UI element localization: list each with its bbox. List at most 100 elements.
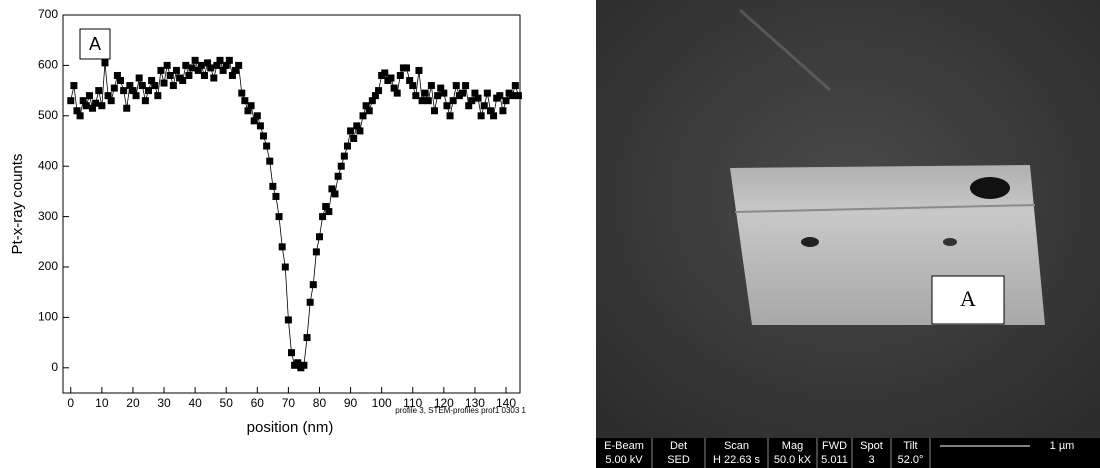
data-point	[315, 233, 323, 241]
y-tick-label: 600	[38, 58, 58, 72]
data-point	[371, 92, 379, 100]
data-point	[188, 64, 196, 72]
data-point	[132, 92, 140, 100]
data-point	[496, 92, 504, 100]
x-tick-label: 80	[313, 396, 327, 410]
info-header: Spot	[860, 440, 883, 452]
data-point	[166, 71, 174, 79]
plot-frame	[62, 14, 521, 394]
y-tick-label: 200	[38, 259, 58, 273]
data-point	[406, 77, 414, 85]
data-point	[89, 104, 97, 112]
data-point	[204, 59, 212, 67]
data-point	[157, 66, 165, 74]
data-point	[440, 89, 448, 97]
data-point	[154, 92, 162, 100]
x-tick-label: 40	[188, 396, 202, 410]
data-point	[70, 82, 78, 90]
data-point	[172, 66, 180, 74]
data-point	[415, 66, 423, 74]
data-point	[232, 66, 240, 74]
y-tick-label: 500	[38, 108, 58, 122]
image-label: A	[960, 286, 976, 311]
data-point	[368, 97, 376, 105]
x-tick-label: 90	[344, 396, 358, 410]
annotation: profile 3, STEM-profiles prof1 0303 1	[395, 406, 526, 415]
data-point	[480, 102, 488, 110]
data-point	[85, 92, 93, 100]
data-point	[113, 71, 121, 79]
data-point	[160, 79, 168, 87]
data-point	[306, 298, 314, 306]
data-point	[362, 102, 370, 110]
data-point	[499, 107, 507, 115]
data-point	[347, 127, 355, 135]
data-point	[253, 112, 261, 120]
data-line	[70, 59, 519, 369]
data-point	[244, 107, 252, 115]
data-point	[144, 87, 152, 95]
y-tick-label: 300	[38, 209, 58, 223]
data-point	[194, 66, 202, 74]
data-point	[409, 82, 417, 90]
data-point	[309, 281, 317, 289]
info-value: 5.00 kV	[605, 454, 643, 466]
data-point	[76, 112, 84, 120]
data-point	[331, 190, 339, 198]
data-point	[135, 74, 143, 82]
data-point	[434, 92, 442, 100]
data-point	[222, 61, 230, 69]
data-point	[284, 316, 292, 324]
data-point	[350, 134, 358, 142]
x-tick-label: 130	[465, 396, 485, 410]
data-point	[431, 107, 439, 115]
data-point	[390, 84, 398, 92]
data-point	[250, 117, 258, 125]
data-point	[191, 56, 199, 64]
data-point	[483, 89, 491, 97]
x-tick-label: 50	[220, 396, 234, 410]
info-value: 50.0 kX	[774, 454, 812, 466]
data-point	[421, 89, 429, 97]
data-point	[98, 102, 106, 110]
data-point	[449, 97, 457, 105]
x-tick-label: 70	[282, 396, 296, 410]
data-point	[200, 71, 208, 79]
data-point	[281, 263, 289, 271]
x-tick-label: 60	[251, 396, 265, 410]
data-point	[477, 112, 485, 120]
data-point	[151, 82, 159, 90]
image-label-box	[931, 275, 1005, 325]
pit	[943, 238, 957, 246]
x-tick-label: 100	[372, 396, 392, 410]
data-point	[169, 82, 177, 90]
info-value: 3	[868, 454, 874, 466]
data-point	[207, 64, 215, 72]
info-value: SED	[667, 454, 690, 466]
data-point	[182, 61, 190, 69]
data-point	[381, 69, 389, 77]
x-tick-label: 120	[434, 396, 454, 410]
data-point	[474, 94, 482, 102]
x-tick-label: 0	[67, 396, 74, 410]
data-point	[325, 208, 333, 216]
data-point	[110, 84, 118, 92]
data-point	[228, 71, 236, 79]
data-point	[73, 107, 81, 115]
streak	[739, 8, 831, 92]
data-point	[465, 102, 473, 110]
data-point	[101, 59, 109, 67]
data-point	[92, 99, 100, 107]
data-point	[340, 152, 348, 160]
data-point	[322, 203, 330, 211]
data-point	[210, 74, 218, 82]
panel-label-box	[79, 28, 111, 60]
data-point	[185, 71, 193, 79]
y-tick-label: 0	[51, 360, 58, 374]
x-tick-label: 30	[157, 396, 171, 410]
data-point	[446, 112, 454, 120]
data-point	[275, 213, 283, 221]
data-point	[387, 74, 395, 82]
data-point	[288, 349, 295, 357]
